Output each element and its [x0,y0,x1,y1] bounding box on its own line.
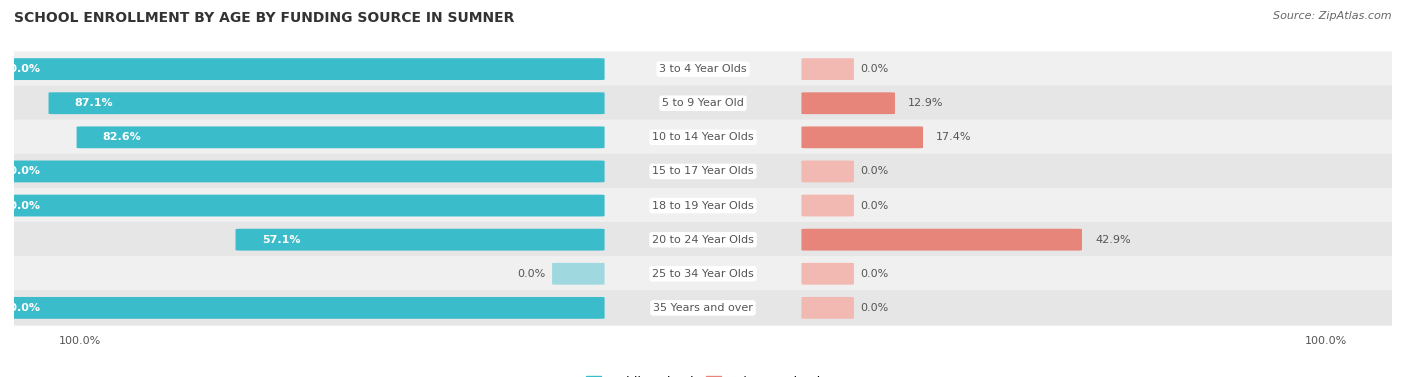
FancyBboxPatch shape [1,154,1405,189]
Text: 0.0%: 0.0% [517,269,546,279]
FancyBboxPatch shape [553,263,605,285]
FancyBboxPatch shape [801,126,922,148]
Text: 18 to 19 Year Olds: 18 to 19 Year Olds [652,201,754,211]
FancyBboxPatch shape [801,263,853,285]
FancyBboxPatch shape [801,195,853,216]
FancyBboxPatch shape [0,195,605,216]
Text: 100.0%: 100.0% [0,166,41,176]
Text: 57.1%: 57.1% [262,234,301,245]
Legend: Public School, Private School: Public School, Private School [586,375,820,377]
FancyBboxPatch shape [801,297,853,319]
FancyBboxPatch shape [801,92,896,114]
Text: 0.0%: 0.0% [860,201,889,211]
FancyBboxPatch shape [1,120,1405,155]
Text: 10 to 14 Year Olds: 10 to 14 Year Olds [652,132,754,143]
Text: 100.0%: 100.0% [0,303,41,313]
FancyBboxPatch shape [76,126,605,148]
FancyBboxPatch shape [1,290,1405,326]
Text: 0.0%: 0.0% [860,166,889,176]
FancyBboxPatch shape [0,161,605,182]
FancyBboxPatch shape [236,229,605,251]
Text: 0.0%: 0.0% [860,64,889,74]
Text: 42.9%: 42.9% [1095,234,1130,245]
Text: 12.9%: 12.9% [908,98,943,108]
Text: 20 to 24 Year Olds: 20 to 24 Year Olds [652,234,754,245]
Text: Source: ZipAtlas.com: Source: ZipAtlas.com [1274,11,1392,21]
FancyBboxPatch shape [801,229,1083,251]
Text: 17.4%: 17.4% [936,132,972,143]
FancyBboxPatch shape [1,256,1405,291]
Text: 0.0%: 0.0% [860,269,889,279]
FancyBboxPatch shape [0,58,605,80]
FancyBboxPatch shape [1,222,1405,257]
FancyBboxPatch shape [49,92,605,114]
Text: 100.0%: 100.0% [0,201,41,211]
FancyBboxPatch shape [801,161,853,182]
FancyBboxPatch shape [1,51,1405,87]
Text: 87.1%: 87.1% [75,98,114,108]
Text: 3 to 4 Year Olds: 3 to 4 Year Olds [659,64,747,74]
Text: 100.0%: 100.0% [0,64,41,74]
FancyBboxPatch shape [1,188,1405,223]
FancyBboxPatch shape [801,58,853,80]
Text: SCHOOL ENROLLMENT BY AGE BY FUNDING SOURCE IN SUMNER: SCHOOL ENROLLMENT BY AGE BY FUNDING SOUR… [14,11,515,25]
Text: 35 Years and over: 35 Years and over [652,303,754,313]
Text: 5 to 9 Year Old: 5 to 9 Year Old [662,98,744,108]
Text: 25 to 34 Year Olds: 25 to 34 Year Olds [652,269,754,279]
Text: 82.6%: 82.6% [103,132,142,143]
FancyBboxPatch shape [1,86,1405,121]
Text: 15 to 17 Year Olds: 15 to 17 Year Olds [652,166,754,176]
Text: 0.0%: 0.0% [860,303,889,313]
FancyBboxPatch shape [0,297,605,319]
